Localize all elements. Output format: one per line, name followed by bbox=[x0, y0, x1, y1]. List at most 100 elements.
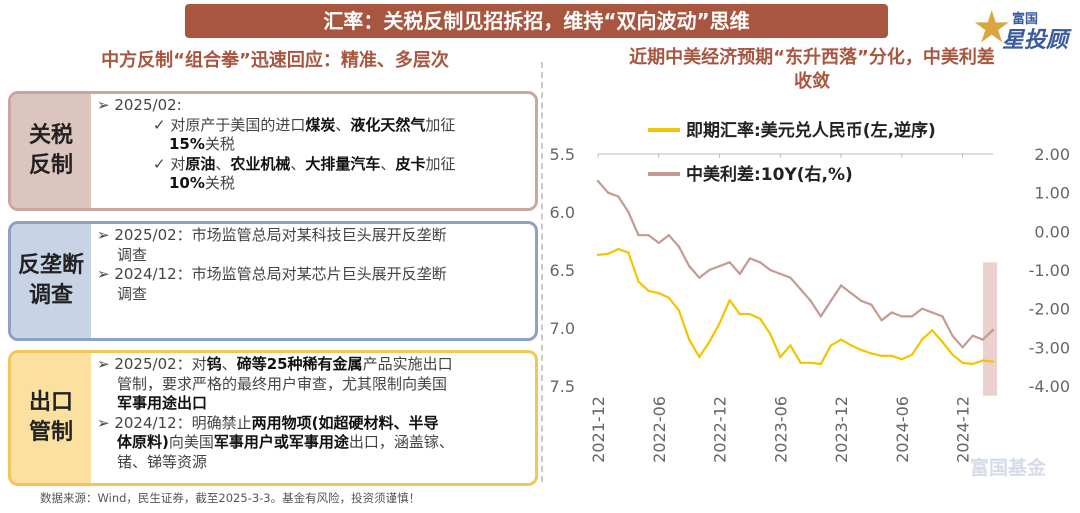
rate-spread-point bbox=[647, 234, 650, 237]
fx-rate-point bbox=[718, 322, 721, 325]
rate-spread-point bbox=[758, 261, 762, 264]
fx-rate-point bbox=[596, 253, 600, 257]
fx-rate-point bbox=[941, 340, 944, 344]
rate-spread-point bbox=[637, 234, 640, 237]
rate-spread-point bbox=[829, 299, 833, 303]
y-right-tick-label: 1.00 bbox=[1034, 184, 1070, 203]
fx-rate-point bbox=[657, 292, 660, 295]
fx-rate-point bbox=[647, 289, 650, 293]
x-tick-label: 2023-06 bbox=[771, 396, 790, 463]
row-line: ➢ 2024/12：明确禁止两用物项(如超硬材料、半导 bbox=[97, 413, 439, 432]
rate-spread-point bbox=[789, 276, 792, 279]
row-content: ➢ 2025/02：对钨、碲等25种稀有金属产品实施出口 管制，要求严格的最终用户… bbox=[97, 355, 529, 472]
row-label: 关税 反制 bbox=[11, 94, 91, 208]
row-line: 管制，要求严格的最终用户审查，尤其限制向美国 bbox=[117, 374, 448, 393]
fx-rate-point bbox=[606, 252, 610, 255]
data-source-note: 数据来源：Wind，民生证券，截至2025-3-3。基金有风险，投资须谨慎！ bbox=[40, 491, 421, 505]
highlight-band bbox=[983, 262, 997, 396]
rate-spread-point bbox=[698, 276, 701, 279]
fx-rate-point bbox=[890, 354, 893, 357]
fx-rate-point bbox=[748, 312, 752, 316]
x-tick-label: 2024-06 bbox=[893, 396, 912, 463]
logo-text-top: 富国 bbox=[1012, 12, 1039, 27]
rate-spread-point bbox=[931, 311, 934, 314]
rate-spread-point bbox=[596, 179, 600, 183]
rate-spread-point bbox=[870, 303, 873, 306]
fx-rate-point bbox=[860, 348, 863, 352]
fx-rate-point bbox=[799, 361, 802, 364]
legend-label: 中美利差:10Y(右,%) bbox=[686, 164, 853, 185]
fx-rate-series-line bbox=[597, 248, 994, 366]
fx-rate-point bbox=[991, 360, 995, 363]
rate-spread-point bbox=[951, 334, 954, 337]
right-title-line-2: 收敛 bbox=[794, 71, 830, 92]
rate-spread-point bbox=[961, 346, 964, 349]
fx-rate-point bbox=[789, 344, 792, 347]
rate-spread-point bbox=[708, 268, 711, 272]
brand-logo: ★ 富国 星投顾 bbox=[972, 4, 1072, 56]
rate-spread-point bbox=[991, 328, 995, 332]
y-right-tick-label: -2.00 bbox=[1029, 300, 1070, 319]
rate-spread-point bbox=[769, 268, 772, 272]
rate-spread-point bbox=[627, 210, 630, 214]
rate-spread-point bbox=[677, 245, 681, 248]
row-content: ➢ 2025/02: ✓ 对原产于美国的进口煤炭、液化天然气加征 15%关税 ✓ 对原… bbox=[97, 96, 529, 194]
rate-spread-point bbox=[890, 311, 893, 314]
y-left-tick-label: 7.5 bbox=[550, 377, 575, 396]
rate-spread-point bbox=[728, 261, 731, 264]
fx-rate-point bbox=[809, 361, 812, 364]
x-tick-label: 2024-12 bbox=[954, 396, 973, 463]
fx-rate-point bbox=[677, 309, 681, 312]
rate-spread-point bbox=[738, 272, 741, 276]
row-label: 出口 管制 bbox=[11, 353, 91, 483]
y-left-tick-label: 6.5 bbox=[550, 261, 575, 280]
row-label: 反垄断 调查 bbox=[11, 224, 91, 338]
rate-spread-point bbox=[748, 257, 752, 260]
row-line: 调查 bbox=[117, 245, 148, 264]
row-line: ➢ 2024/12：市场监管总局对某芯片巨头展开反垄断 bbox=[97, 265, 447, 283]
x-tick-label: 2022-06 bbox=[650, 396, 669, 463]
row-line: ➢ 2025/02：对钨、碲等25种稀有金属产品实施出口 bbox=[97, 355, 453, 373]
fx-rate-point bbox=[850, 344, 853, 347]
fx-rate-point bbox=[627, 251, 630, 254]
row-line: 15%关税 bbox=[169, 135, 235, 153]
row-line: ➢ 2025/02：市场监管总局对某科技巨头展开反垄断 bbox=[97, 226, 447, 244]
rate-spread-point bbox=[779, 272, 782, 276]
rate-spread-point bbox=[971, 334, 974, 337]
rate-spread-point bbox=[819, 315, 822, 318]
rate-spread-point bbox=[850, 292, 853, 295]
fx-rate-point bbox=[738, 312, 741, 316]
fx-rate-point bbox=[920, 338, 924, 341]
rate-spread-point bbox=[900, 315, 903, 318]
y-right-tick-label: -1.00 bbox=[1029, 261, 1070, 280]
row-line: 调查 bbox=[117, 284, 148, 303]
banner-title: 汇率：关税反制见招拆招，维持“双向波动”思维 bbox=[185, 4, 888, 38]
fx-rate-point bbox=[667, 296, 671, 299]
fx-rate-point bbox=[839, 338, 843, 341]
logo-text-main: 星投顾 bbox=[1002, 28, 1069, 53]
y-right-tick-label: -3.00 bbox=[1029, 338, 1070, 357]
rate-spread-series-line bbox=[597, 180, 994, 349]
fx-rate-point bbox=[961, 361, 964, 364]
fx-rate-point bbox=[900, 358, 903, 361]
row-line: 军事用途出口 bbox=[117, 394, 208, 412]
fx-rate-point bbox=[688, 338, 691, 341]
row-line: ➢ 2025/02: bbox=[97, 96, 182, 114]
fx-rate-point bbox=[819, 362, 822, 366]
x-tick-label: 2022-12 bbox=[711, 396, 730, 463]
rate-spread-point bbox=[839, 284, 843, 287]
rate-spread-point bbox=[657, 241, 660, 245]
rate-spread-point bbox=[718, 264, 721, 268]
section-divider bbox=[541, 62, 543, 482]
rate-spread-point bbox=[910, 315, 914, 318]
fx-rate-point bbox=[870, 352, 873, 355]
y-left-tick-label: 7.0 bbox=[550, 319, 575, 338]
y-left-tick-label: 5.5 bbox=[550, 145, 575, 164]
rate-spread-point bbox=[606, 191, 610, 194]
rate-spread-point bbox=[799, 288, 802, 291]
fx-rate-point bbox=[698, 355, 701, 359]
x-tick-label: 2023-12 bbox=[832, 396, 851, 463]
rate-spread-point bbox=[920, 307, 924, 310]
fx-rate-point bbox=[758, 317, 762, 320]
y-right-tick-label: 2.00 bbox=[1034, 145, 1070, 164]
